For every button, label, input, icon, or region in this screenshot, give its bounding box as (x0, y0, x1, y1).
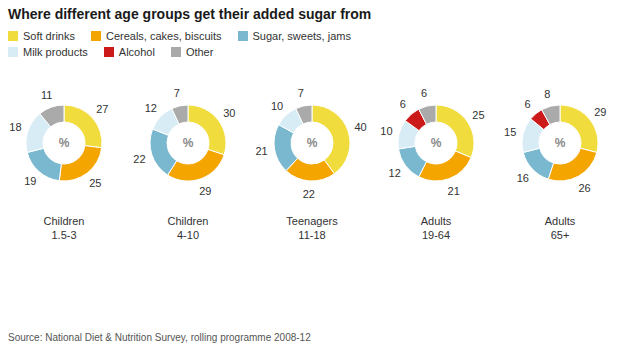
html-text:Alcohol: Alcohol (118, 46, 155, 58)
svg-text:21: 21 (448, 185, 460, 197)
svg-text:7: 7 (298, 87, 304, 99)
html-text:Children 1.5-3: Children 1.5-3 (43, 215, 85, 242)
svg-text:7: 7 (174, 87, 180, 99)
svg-text:16: 16 (517, 172, 529, 184)
svg-text:30: 30 (223, 107, 235, 119)
html-text:Cereals, cakes, biscuits: Cereals, cakes, biscuits (106, 30, 222, 42)
html-text:Source: National Diet & Nutrit: Source: National Diet & Nutrition Survey… (8, 332, 311, 343)
html-text:Soft drinks: Soft drinks (23, 30, 75, 42)
svg-text:25: 25 (89, 177, 101, 189)
svg-text:8: 8 (544, 88, 550, 100)
svg-text:25: 25 (472, 109, 484, 121)
svg-text:15: 15 (504, 126, 516, 138)
html-text:Where different age groups get: Where different age groups get their add… (8, 6, 372, 22)
html-text:Children 4-10: Children 4-10 (167, 215, 209, 242)
svg-text:12: 12 (145, 102, 157, 114)
svg-text:6: 6 (524, 98, 530, 110)
svg-text:6: 6 (421, 87, 427, 99)
svg-text:12: 12 (389, 167, 401, 179)
svg-text:10: 10 (380, 125, 392, 137)
svg-text:26: 26 (578, 182, 590, 194)
svg-text:40: 40 (354, 121, 366, 133)
html-text:Teenagers 11-18: Teenagers 11-18 (286, 215, 338, 242)
html-text:Adults 65+: Adults 65+ (544, 215, 576, 242)
svg-text:22: 22 (303, 188, 315, 200)
html-text:Other: Other (185, 46, 214, 58)
svg-text:29: 29 (199, 185, 211, 197)
svg-text:21: 21 (256, 145, 268, 157)
svg-text:22: 22 (133, 153, 145, 165)
svg-text:19: 19 (24, 175, 36, 187)
svg-text:29: 29 (594, 106, 606, 118)
svg-text:6: 6 (400, 98, 406, 110)
html-text:Milk products: Milk products (23, 46, 88, 58)
svg-text:11: 11 (41, 89, 52, 101)
html-text:Adults 19-64: Adults 19-64 (420, 215, 452, 242)
svg-text:10: 10 (271, 100, 283, 112)
svg-text:18: 18 (9, 121, 21, 133)
svg-text:27: 27 (96, 103, 108, 115)
html-text:Sugar, sweets, jams: Sugar, sweets, jams (252, 30, 351, 42)
